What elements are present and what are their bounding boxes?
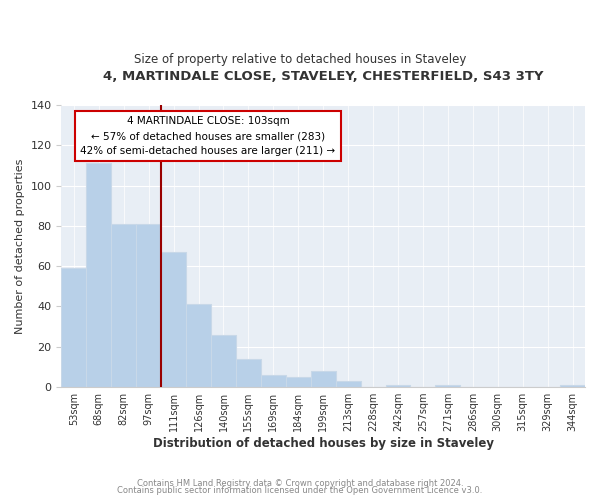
X-axis label: Distribution of detached houses by size in Staveley: Distribution of detached houses by size … (153, 437, 494, 450)
Text: Contains public sector information licensed under the Open Government Licence v3: Contains public sector information licen… (118, 486, 482, 495)
Bar (386, 385, 410, 387)
Bar (335, 381, 361, 387)
Y-axis label: Number of detached properties: Number of detached properties (15, 158, 25, 334)
Bar (136, 224, 161, 387)
Bar (111, 224, 136, 387)
Bar (161, 252, 186, 387)
Bar (560, 385, 585, 387)
Bar (236, 359, 261, 387)
Bar (261, 375, 286, 387)
Title: 4, MARTINDALE CLOSE, STAVELEY, CHESTERFIELD, S43 3TY: 4, MARTINDALE CLOSE, STAVELEY, CHESTERFI… (103, 70, 544, 83)
Bar (186, 304, 211, 387)
Bar (86, 164, 111, 387)
Bar (436, 385, 460, 387)
Text: 4 MARTINDALE CLOSE: 103sqm
← 57% of detached houses are smaller (283)
42% of sem: 4 MARTINDALE CLOSE: 103sqm ← 57% of deta… (80, 116, 335, 156)
Bar (286, 377, 311, 387)
Bar (211, 334, 236, 387)
Text: Size of property relative to detached houses in Staveley: Size of property relative to detached ho… (134, 52, 466, 66)
Bar (61, 268, 86, 387)
Bar (311, 371, 335, 387)
Text: Contains HM Land Registry data © Crown copyright and database right 2024.: Contains HM Land Registry data © Crown c… (137, 478, 463, 488)
